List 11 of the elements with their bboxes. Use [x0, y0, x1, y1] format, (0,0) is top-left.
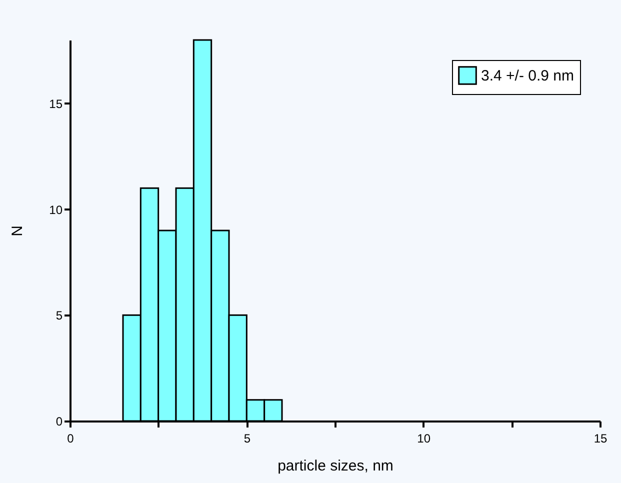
x-axis-title: particle sizes, nm — [278, 458, 394, 474]
x-tick-label: 15 — [594, 432, 608, 446]
x-tick-label: 5 — [244, 432, 251, 446]
y-tick-label: 5 — [56, 308, 63, 323]
y-tick-label: 10 — [49, 202, 63, 217]
y-tick-label: 0 — [56, 414, 63, 428]
x-tick-label: 0 — [67, 432, 74, 446]
x-tick-label: 10 — [417, 432, 431, 446]
legend-label: 3.4 +/- 0.9 nm — [481, 68, 574, 84]
y-axis-title: N — [9, 226, 26, 236]
y-tick-label: 15 — [49, 97, 63, 111]
